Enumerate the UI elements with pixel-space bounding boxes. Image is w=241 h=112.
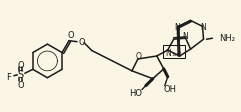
Text: $_{14}$C: $_{14}$C (171, 50, 182, 59)
Text: OH: OH (163, 84, 176, 93)
Text: O: O (68, 31, 74, 40)
Text: N: N (183, 31, 188, 40)
Text: N: N (174, 23, 180, 32)
Text: N: N (165, 48, 171, 57)
Text: S: S (18, 70, 24, 80)
Text: N: N (201, 23, 206, 32)
Text: O: O (18, 60, 24, 69)
Bar (163, 46, 185, 58)
Text: HO: HO (129, 88, 142, 97)
Text: O: O (136, 52, 142, 61)
Text: O: O (79, 38, 85, 47)
Text: NH₂: NH₂ (219, 33, 235, 42)
Text: F: F (6, 72, 11, 81)
Text: O: O (18, 80, 24, 89)
